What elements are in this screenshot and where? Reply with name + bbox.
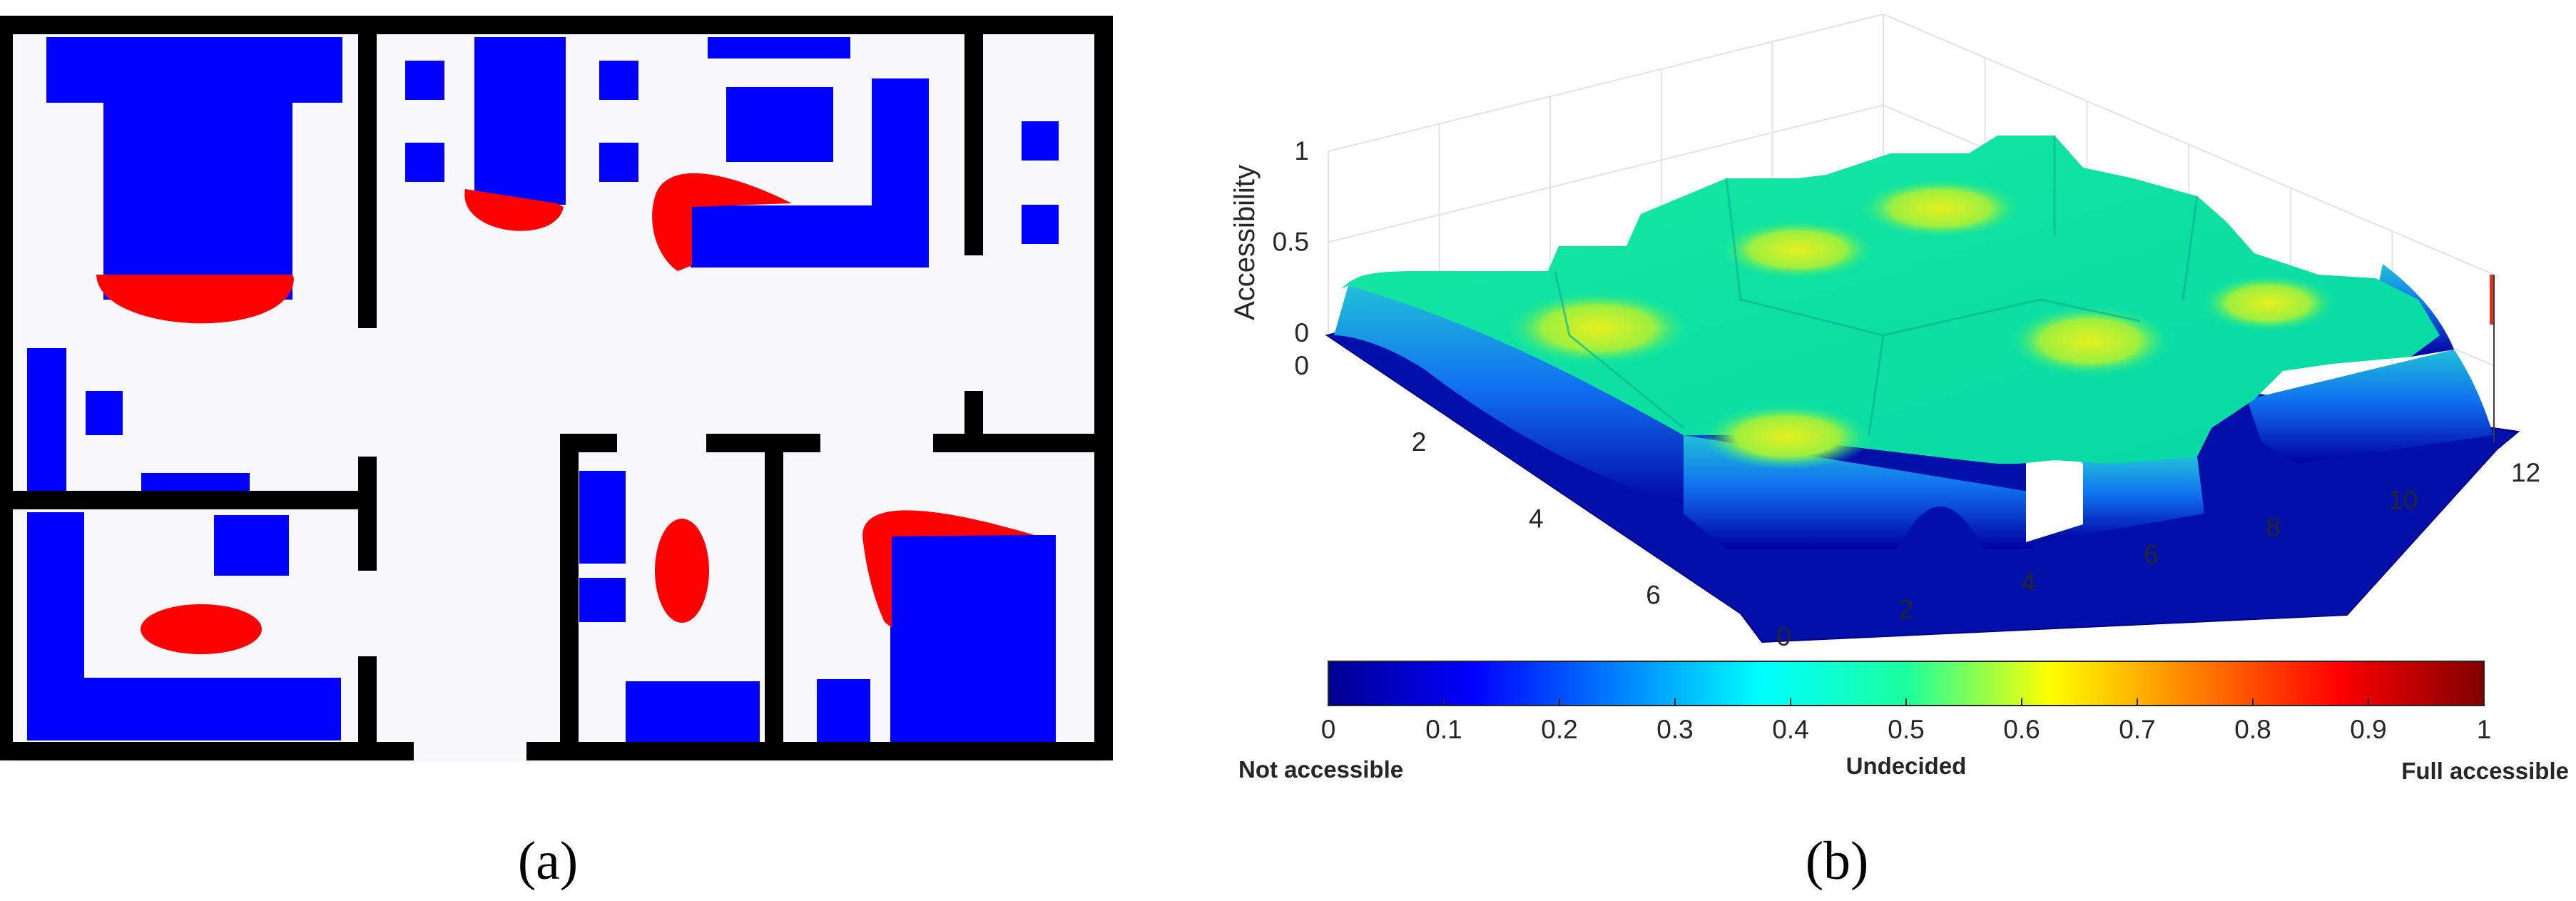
floor-plan-panel — [0, 16, 1113, 762]
colorbar-tick-label: 0.4 — [1772, 715, 1808, 744]
colorbar-label-high: Full accessible — [2401, 758, 2569, 784]
hotspot — [862, 510, 1034, 628]
x-tick-label: 0 — [1776, 622, 1791, 651]
wall — [560, 434, 579, 760]
hotspot — [464, 189, 564, 231]
furniture-block — [599, 61, 638, 100]
x-tick-label: 10 — [2388, 485, 2418, 514]
furniture-block — [579, 578, 626, 622]
surface-peak — [2201, 275, 2336, 332]
wall — [358, 656, 377, 760]
colorbar-tick-label: 0.2 — [1541, 715, 1577, 744]
wall-layer — [0, 16, 1113, 760]
furniture-block — [579, 471, 626, 564]
wall — [526, 742, 1113, 760]
z-tick-label: 1 — [1294, 136, 1309, 166]
surface-top — [1341, 136, 2440, 464]
furniture-block — [86, 391, 123, 435]
hotspot — [96, 275, 294, 324]
furniture-block — [726, 87, 833, 162]
furniture-block — [405, 143, 444, 182]
surface-ridges — [1554, 136, 2199, 436]
furniture-block — [474, 37, 566, 205]
colorbar-label-mid: Undecided — [1846, 753, 1967, 779]
surface-wall — [2247, 350, 2493, 464]
furniture-block — [626, 681, 760, 742]
hotspot — [655, 519, 709, 623]
furniture-block — [214, 515, 289, 576]
wall — [964, 34, 983, 255]
y-tick-label: 6 — [1646, 580, 1661, 609]
surface-wall — [1334, 285, 1726, 514]
wall — [0, 16, 13, 760]
colorbar-tick-label: 0.6 — [2003, 715, 2040, 744]
z-tick-label: 0.5 — [1273, 228, 1309, 257]
furniture-block — [405, 61, 444, 100]
colorbar-tick-label: 0.3 — [1656, 715, 1693, 744]
hotspot — [141, 604, 262, 654]
furniture-block — [27, 678, 341, 740]
surface-peak — [1505, 291, 1691, 365]
x-tick-label: 4 — [2021, 567, 2036, 596]
wall — [1094, 16, 1113, 760]
furniture-block — [27, 348, 66, 498]
wall — [358, 34, 377, 328]
colorbar-tick-label: 0 — [1321, 715, 1336, 744]
wall — [0, 742, 414, 760]
x-tick-label: 2 — [1899, 595, 1914, 624]
wall — [706, 434, 820, 452]
surface-peak — [1701, 404, 1873, 469]
z-tick-label: 0 — [1294, 318, 1309, 347]
wall — [933, 434, 1113, 452]
wall — [0, 491, 377, 509]
z-axis-label: Accessibility — [1229, 165, 1261, 320]
y-tick-label: 0 — [1294, 351, 1309, 380]
furniture-block — [691, 205, 929, 268]
wall — [964, 391, 983, 437]
surface-gap — [2026, 452, 2083, 542]
surface-peaks — [1505, 178, 2336, 469]
furniture-bed — [46, 37, 342, 103]
furniture-layer — [27, 37, 1059, 742]
grid-line — [1328, 14, 1884, 152]
colorbar-tick-label: 0.9 — [2350, 715, 2386, 744]
furniture-block — [890, 535, 1056, 742]
furniture-block — [817, 679, 870, 742]
surface-peak — [2008, 305, 2172, 377]
y-tick-label: 4 — [1529, 504, 1544, 533]
colorbar-label-low: Not accessible — [1238, 756, 1403, 783]
colorbar-tick-label: 1 — [2477, 715, 2492, 744]
colorbar — [1328, 661, 2485, 706]
colorbar-tick-label: 0.1 — [1425, 715, 1462, 744]
surface-peak — [1719, 220, 1876, 280]
wall — [358, 457, 377, 571]
hotspot — [652, 173, 792, 271]
colorbar-ticks: 0 0.1 0.2 0.3 0.4 0.5 0.6 0.7 0.8 0.9 1 — [1321, 698, 2492, 744]
furniture-block — [599, 143, 638, 182]
furniture-block — [708, 37, 850, 58]
furniture-block — [1022, 205, 1059, 244]
colorbar-tick-label: 0.8 — [2234, 715, 2271, 744]
colorbar-tick-label: 0.5 — [1888, 715, 1924, 744]
x-tick-label: 6 — [2144, 540, 2159, 569]
colorbar-tick-label: 0.7 — [2119, 715, 2155, 744]
colorbar-edge — [2490, 275, 2494, 325]
furniture-bed — [103, 100, 292, 300]
x-tick-label: 12 — [2511, 458, 2540, 487]
grid-line — [1328, 104, 1884, 243]
furniture-block — [1022, 121, 1059, 161]
wall — [0, 16, 1113, 34]
x-tick-label: 8 — [2266, 513, 2281, 542]
hotspot-layer — [96, 173, 1034, 654]
y-tick-label: 2 — [1412, 427, 1427, 457]
surface-peak — [1858, 178, 2022, 238]
wall — [765, 434, 783, 760]
caption-b: (b) — [1806, 831, 1869, 891]
caption-a: (a) — [518, 831, 578, 891]
